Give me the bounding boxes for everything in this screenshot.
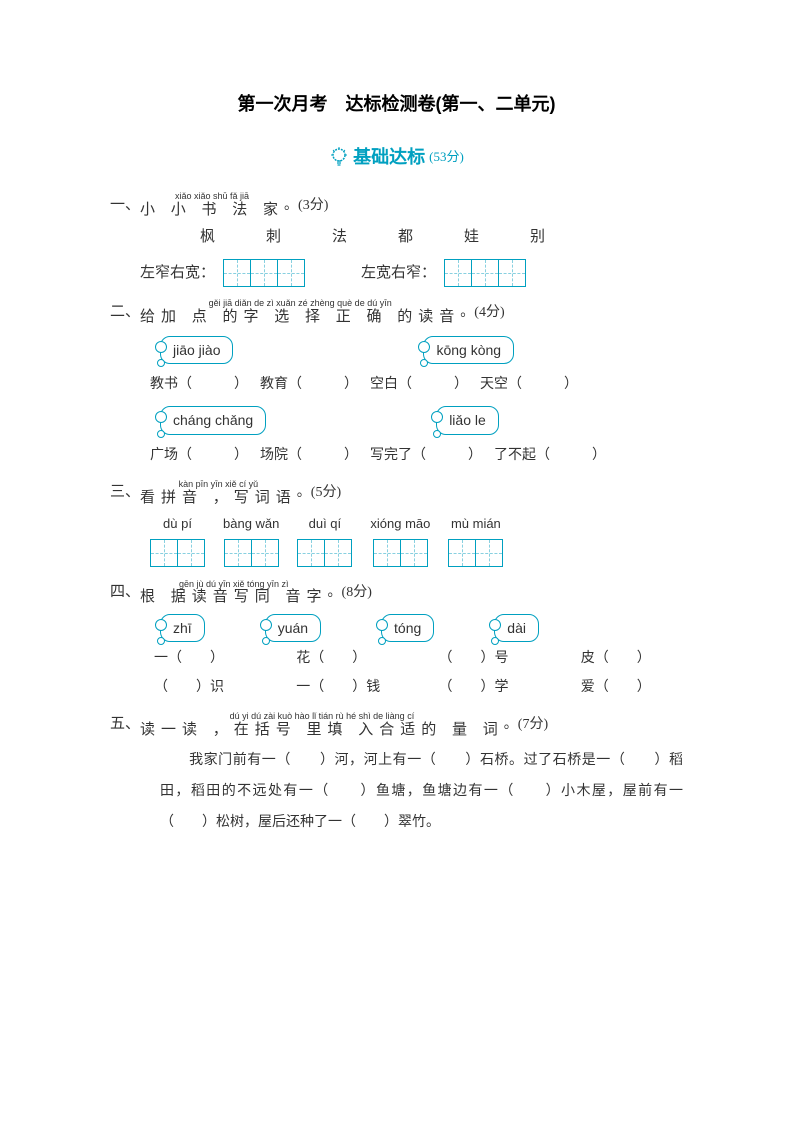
q3-item: bàng wǎn: [223, 514, 279, 567]
q2-line-1: 教书（ ） 教育（ ） 空白（ ） 天空（ ）: [150, 374, 683, 396]
q3-item: dù pí: [150, 514, 205, 567]
q4-clouds: zhī yuán tóng dài: [160, 614, 683, 642]
q1-char-list: 枫 刺 法 都 娃 别: [200, 225, 683, 249]
q4-item[interactable]: （ ）学: [439, 677, 541, 699]
q2-heading: 二、gěi jiā diǎn de zì xuǎn zé zhèng què d…: [110, 299, 683, 326]
q2-clouds-2: cháng chǎng liǎo le: [160, 406, 683, 434]
q2-item[interactable]: 场院（ ）: [260, 445, 358, 467]
q3-item: xióng māo: [370, 514, 430, 567]
cloud-pinyin: yuán: [265, 614, 321, 642]
q4-item[interactable]: 皮（ ）: [581, 648, 683, 670]
q4-row-1: 一（ ） 花（ ） （ ）号 皮（ ）: [154, 648, 683, 670]
banner-points: (53分): [429, 147, 464, 168]
tian-boxes[interactable]: [224, 539, 279, 567]
q2-item[interactable]: 天空（ ）: [480, 374, 578, 396]
q3-points: 。(5分): [297, 485, 341, 500]
q4-item[interactable]: （ ）识: [154, 677, 256, 699]
q2-line-2: 广场（ ） 场院（ ） 写完了（ ） 了不起（ ）: [150, 445, 683, 467]
q1-heading: 一、xiǎo xiǎo shū fǎ jiā小 小 书 法 家。(3分): [110, 192, 683, 219]
q5-num: 五、: [110, 716, 140, 732]
q2-clouds-1: jiāo jiào kōng kòng: [160, 336, 683, 364]
q4-num: 四、: [110, 584, 140, 600]
q4-item[interactable]: 一（ ）钱: [296, 677, 398, 699]
cloud-pinyin: zhī: [160, 614, 205, 642]
q1-ruby: xiǎo xiǎo shū fǎ jiā小 小 书 法 家: [140, 192, 284, 218]
tian-boxes[interactable]: [297, 539, 352, 567]
q2-item[interactable]: 空白（ ）: [370, 374, 468, 396]
page-title: 第一次月考 达标检测卷(第一、二单元): [110, 90, 683, 119]
cloud-pinyin: tóng: [381, 614, 434, 642]
cloud-pinyin: dài: [494, 614, 539, 642]
q2-ruby: gěi jiā diǎn de zì xuǎn zé zhèng què de …: [140, 299, 460, 325]
q1-left-label: 左窄右宽：: [140, 261, 215, 285]
q5-ruby: dú yi dú zài kuò hào lǐ tián rù hé shì d…: [140, 712, 504, 738]
q1-right-boxes[interactable]: [444, 259, 526, 287]
q4-item[interactable]: （ ）号: [439, 648, 541, 670]
q3-row: dù pí bàng wǎn duì qí xióng māo mù mián: [150, 514, 683, 567]
q3-item: duì qí: [297, 514, 352, 567]
q2-points: 。(4分): [460, 305, 504, 320]
q4-item[interactable]: 花（ ）: [296, 648, 398, 670]
q2-num: 二、: [110, 304, 140, 320]
cloud-pinyin: liǎo le: [436, 406, 499, 434]
tian-boxes[interactable]: [448, 539, 503, 567]
q5-heading: 五、dú yi dú zài kuò hào lǐ tián rù hé shì…: [110, 711, 683, 738]
cloud-pinyin: kōng kòng: [423, 336, 514, 364]
q4-points: 。(8分): [328, 585, 372, 600]
q2-item[interactable]: 教育（ ）: [260, 374, 358, 396]
q2-item[interactable]: 写完了（ ）: [370, 445, 482, 467]
q2-item[interactable]: 了不起（ ）: [494, 445, 606, 467]
q5-points: 。(7分): [504, 717, 548, 732]
q3-item: mù mián: [448, 514, 503, 567]
q1-right-label: 左宽右窄：: [361, 261, 436, 285]
banner-label: 基础达标: [353, 143, 425, 172]
q2-item[interactable]: 广场（ ）: [150, 445, 248, 467]
cloud-pinyin: cháng chǎng: [160, 406, 266, 434]
q4-item[interactable]: 爱（ ）: [581, 677, 683, 699]
tian-boxes[interactable]: [373, 539, 428, 567]
cloud-pinyin: jiāo jiào: [160, 336, 233, 364]
q2-item[interactable]: 教书（ ）: [150, 374, 248, 396]
q4-item[interactable]: 一（ ）: [154, 648, 256, 670]
q4-row-2: （ ）识 一（ ）钱 （ ）学 爱（ ）: [154, 677, 683, 699]
q3-heading: 三、kàn pīn yīn xiě cí yǔ看拼音 ，写词语。(5分): [110, 479, 683, 506]
q5-body[interactable]: 我家门前有一（ ）河，河上有一（ ）石桥。过了石桥是一（ ）稻田，稻田的不远处有…: [160, 746, 683, 838]
q1-points: 。(3分): [284, 198, 328, 213]
q1-num: 一、: [110, 197, 140, 213]
lightbulb-icon: [329, 145, 349, 169]
tian-boxes[interactable]: [150, 539, 205, 567]
section-banner: 基础达标 (53分): [110, 143, 683, 172]
q1-left-boxes[interactable]: [223, 259, 305, 287]
q4-ruby: gēn jù dú yīn xiě tóng yīn zì根 据读音写同 音字: [140, 580, 328, 606]
q1-answer-row: 左窄右宽： 左宽右窄：: [140, 259, 683, 287]
q3-num: 三、: [110, 484, 140, 500]
q3-ruby: kàn pīn yīn xiě cí yǔ看拼音 ，写词语: [140, 480, 297, 506]
q4-heading: 四、gēn jù dú yīn xiě tóng yīn zì根 据读音写同 音…: [110, 579, 683, 606]
